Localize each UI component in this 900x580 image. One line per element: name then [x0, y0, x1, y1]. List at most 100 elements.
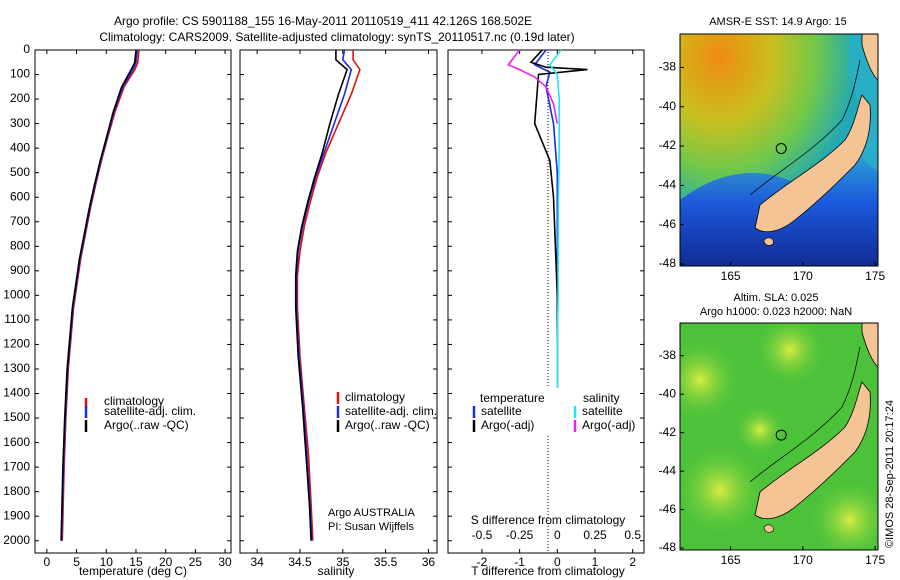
- depth-axis: 0 100 200 300 400 500 600 700 800 900 1000 1100 1200…: [3, 42, 231, 547]
- sla-high-anomaly: [810, 480, 878, 550]
- depth-tick-label: 1800: [3, 484, 30, 498]
- salinity-x-axis: 34 34.5 35 35.5 36: [250, 50, 435, 569]
- longitude-tick-label: 170: [793, 269, 813, 283]
- salinity-axes-frame: [239, 49, 438, 554]
- latitude-tick-label: -44: [659, 178, 677, 192]
- latitude-tick-label: -46: [659, 217, 677, 231]
- x-tick-label: 34.5: [288, 555, 312, 569]
- legend-label-climatology: climatology: [345, 390, 405, 404]
- latitude-tick-label: -38: [659, 348, 677, 362]
- x-tick-label: 34: [250, 555, 264, 569]
- x-tick-label: 5: [73, 555, 80, 569]
- series-line-climatology: [296, 50, 361, 541]
- depth-tick-label: 1100: [4, 312, 30, 326]
- series-line-argo-raw-qc: [60, 49, 137, 541]
- series-line-argo-raw-qc: [294, 50, 349, 541]
- latitude-tick-label: -48: [659, 540, 677, 554]
- depth-tick-label: 1600: [3, 435, 30, 449]
- depth-tick-label: 700: [10, 214, 30, 228]
- x-tick-label: 10: [100, 555, 114, 569]
- depth-tick-label: 1500: [3, 410, 30, 424]
- sla-high-anomaly: [680, 340, 740, 420]
- series-line-salinity-satellite: [548, 49, 562, 394]
- depth-tick-label: 500: [10, 165, 30, 179]
- latitude-tick-label: -46: [659, 502, 677, 516]
- temperature-x-axis: 0 5 10 15 20 25 30: [44, 50, 232, 569]
- x-tick-label: 15: [129, 555, 143, 569]
- south-island-landmass: [754, 381, 871, 520]
- x-tick-label: 1: [592, 555, 599, 569]
- x-tick-label: -1: [514, 555, 525, 569]
- salinity-panel: 34 34.5 35 35.5 36 salinity climatology sate…: [239, 49, 438, 578]
- sla-high-anomaly: [680, 445, 765, 535]
- header-title-line2: Climatology: CARS2009. Satellite-adjuste…: [99, 30, 574, 44]
- difference-x-axis: -2 -1 0 1 2: [477, 50, 636, 569]
- depth-tick-label: 800: [10, 238, 30, 252]
- x-tick-label: 35.5: [374, 555, 398, 569]
- latitude-tick-label: -38: [659, 60, 677, 74]
- sla-map-axes: 165 170 175 -38 -40 -42 -44 -46 -48: [659, 348, 886, 567]
- s-difference-tick-label: 0.5: [624, 528, 641, 542]
- legend-label-satellite: satellite-adj. clim.: [345, 404, 437, 418]
- stewart-island-landmass: [763, 524, 774, 533]
- sst-map-axes: 165 170 175 -38 -40 -42 -44 -46 -48: [659, 60, 886, 283]
- x-tick-label: 2: [629, 555, 636, 569]
- latitude-tick-label: -42: [659, 138, 677, 152]
- depth-tick-label: 1000: [3, 288, 30, 302]
- sst-field: [680, 34, 878, 266]
- difference-profiles: [507, 49, 588, 394]
- difference-panel: -2 -1 0 1 2 S difference from climatology -0…: [447, 49, 645, 578]
- temperature-xlabel: temperature (deg C): [79, 564, 187, 578]
- header-title-line1: Argo profile: CS 5901188_155 16-May-2011…: [114, 14, 532, 28]
- salinity-y-ticks: [240, 49, 437, 542]
- depth-tick-label: 1200: [3, 337, 30, 351]
- sst-map-panel: AMSR-E SST: 14.9 Argo: 15 165 170 175 -38 -4…: [659, 16, 886, 283]
- legend-label-temp-satellite: satellite: [481, 404, 522, 418]
- x-tick-label: 0: [554, 555, 561, 569]
- argo-position-marker: [775, 143, 787, 155]
- sla-map-frame: [679, 322, 879, 551]
- legend-label-argo: Argo(..raw -QC): [345, 418, 430, 432]
- argo-program-label: Argo AUSTRALIA: [328, 507, 415, 519]
- s-difference-tick-label: 0: [554, 528, 561, 542]
- depth-tick-label: 900: [10, 263, 30, 277]
- sla-map-title-line1: Altim. SLA: 0.025: [734, 292, 819, 304]
- longitude-tick-label: 165: [721, 553, 741, 567]
- legend-label-sal-argo: Argo(-adj): [582, 418, 635, 432]
- series-line-satellite-adj-clim: [295, 49, 353, 541]
- x-tick-label: 25: [189, 555, 203, 569]
- depth-tick-label: 2000: [3, 533, 30, 547]
- sla-map-title-line2: Argo h1000: 0.023 h2000: NaN: [700, 306, 852, 318]
- latitude-tick-label: -40: [659, 386, 677, 400]
- x-tick-label: 20: [159, 555, 173, 569]
- x-tick-label: 0: [44, 555, 51, 569]
- temperature-panel: 0100200300400500600700800900100011001200…: [3, 42, 232, 578]
- sst-map-title: AMSR-E SST: 14.9 Argo: 15: [709, 16, 847, 28]
- stewart-island-landmass: [763, 237, 774, 246]
- temperature-profiles: [60, 49, 140, 541]
- sst-map-frame: [679, 33, 879, 267]
- longitude-tick-label: 175: [865, 553, 885, 567]
- depth-tick-label: 400: [10, 140, 30, 154]
- latitude-tick-label: -48: [659, 256, 677, 270]
- sla-high-anomaly: [735, 405, 785, 455]
- depth-tick-label: 200: [10, 91, 30, 105]
- shelf-contour: [749, 346, 861, 483]
- south-island-landmass: [754, 94, 871, 233]
- temperature-axes-frame: [34, 49, 232, 554]
- x-tick-label: 35: [336, 555, 350, 569]
- depth-tick-label: 600: [10, 189, 30, 203]
- legend-title-temperature: temperature: [480, 391, 545, 405]
- depth-tick-label: 1900: [3, 508, 30, 522]
- legend-label-argo: Argo(..raw -QC): [104, 418, 189, 432]
- legend-label-sal-satellite: satellite: [582, 404, 623, 418]
- legend-label-satellite: satellite-adj. clim.: [104, 404, 196, 418]
- depth-tick-label: 1400: [3, 386, 30, 400]
- imos-watermark: ©IMOS 28-Sep-2011 20:17:24: [884, 400, 896, 548]
- temperature-difference-label: T difference from climatology: [471, 564, 625, 578]
- depth-tick-label: 1300: [3, 361, 30, 375]
- argo-position-marker: [775, 429, 787, 441]
- difference-axes-frame: [447, 49, 645, 554]
- difference-legend: temperature salinity satellite Argo(-adj…: [472, 388, 635, 436]
- series-line-salinity-argo-adj: [507, 49, 559, 124]
